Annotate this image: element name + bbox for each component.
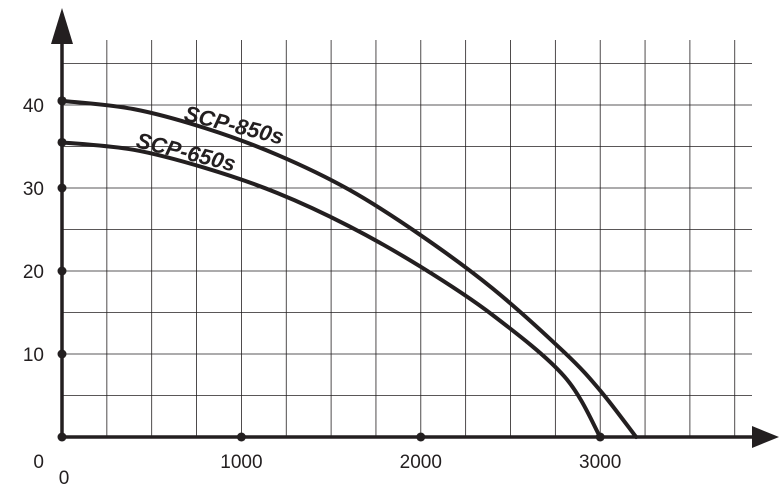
- y-tick-label: 40: [23, 96, 44, 117]
- x-tick-dot: [416, 432, 426, 442]
- y-axis-arrow-icon: [51, 8, 73, 44]
- grid: [62, 40, 752, 437]
- curves: [60, 98, 639, 439]
- y-tick-dot: [57, 183, 67, 193]
- x-tick-label: 1000: [220, 452, 262, 473]
- tick-labels: 1000 2000 3000 0 10 20 30 40 0: [23, 96, 621, 486]
- y-tick-label: 30: [23, 179, 44, 200]
- x-axis-arrow-icon: [752, 426, 779, 448]
- series-line-scp-650s: [60, 140, 603, 439]
- series-start-dot: [57, 137, 67, 147]
- y-tick-label: 20: [23, 262, 44, 283]
- x-tick-label: 3000: [579, 452, 621, 473]
- origin-label: 0: [33, 452, 44, 473]
- series-line-scp-850s: [60, 98, 639, 439]
- x-tick-dot: [57, 432, 67, 442]
- y-tick-dot: [57, 349, 67, 359]
- x-tick-dot: [595, 432, 605, 442]
- axes: [51, 8, 779, 448]
- y-tick-label: 10: [23, 345, 44, 366]
- series-start-dot: [57, 96, 67, 106]
- x-tick-dot: [236, 432, 246, 442]
- x-tick-label: 0: [59, 468, 70, 486]
- y-tick-dot: [57, 266, 67, 276]
- x-tick-label: 2000: [400, 452, 442, 473]
